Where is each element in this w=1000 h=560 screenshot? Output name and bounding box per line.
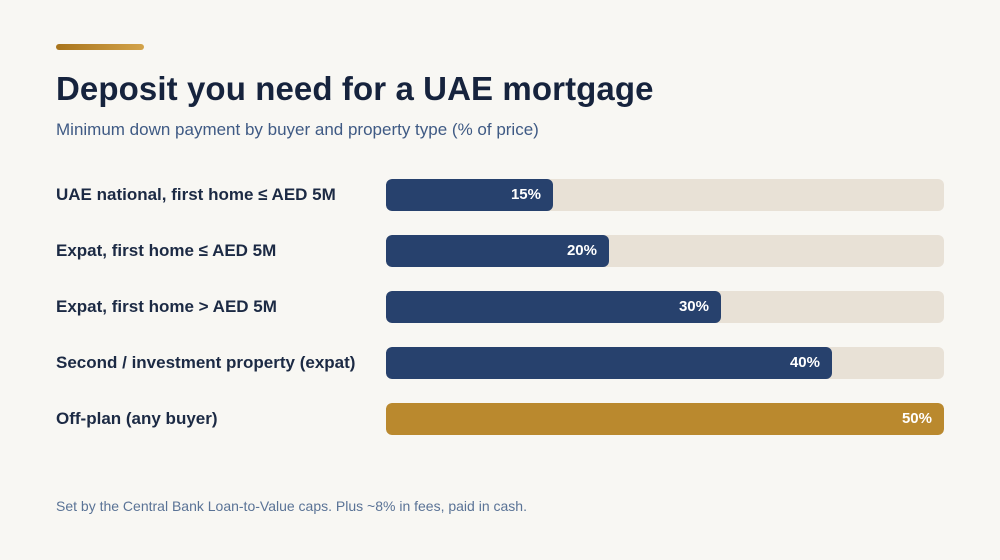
category-label: UAE national, first home ≤ AED 5M [56, 185, 336, 204]
chart-footnote: Set by the Central Bank Loan-to-Value ca… [56, 498, 527, 514]
category-label: Off-plan (any buyer) [56, 409, 218, 428]
bar: 20% [386, 235, 609, 267]
chart-subtitle: Minimum down payment by buyer and proper… [56, 120, 539, 139]
bar: 15% [386, 179, 553, 211]
bar-value-label: 40% [789, 354, 820, 371]
bar-track: 15% [386, 179, 944, 211]
bar: 40% [386, 347, 832, 379]
bar: 30% [386, 291, 721, 323]
accent-rule [56, 44, 144, 50]
category-label: Expat, first home ≤ AED 5M [56, 241, 277, 260]
bar: 50% [386, 403, 944, 435]
bar-track: 30% [386, 291, 944, 323]
bar-row: Expat, first home > AED 5M 30% [56, 291, 944, 323]
bar-value-label: 50% [901, 410, 932, 427]
bar-value-label: 15% [510, 186, 541, 203]
bar-row: Second / investment property (expat) 40% [56, 347, 944, 379]
category-label: Expat, first home > AED 5M [56, 297, 277, 316]
bar-row: Off-plan (any buyer) 50% [56, 403, 944, 435]
bar-row: Expat, first home ≤ AED 5M 20% [56, 235, 944, 267]
bar-track: 40% [386, 347, 944, 379]
chart-title: Deposit you need for a UAE mortgage [56, 70, 654, 107]
category-label: Second / investment property (expat) [56, 353, 356, 372]
bar-row: UAE national, first home ≤ AED 5M 15% [56, 179, 944, 211]
bar-track: 50% [386, 403, 944, 435]
bar-value-label: 30% [678, 298, 709, 315]
bar-track: 20% [386, 235, 944, 267]
bar-value-label: 20% [566, 242, 597, 259]
